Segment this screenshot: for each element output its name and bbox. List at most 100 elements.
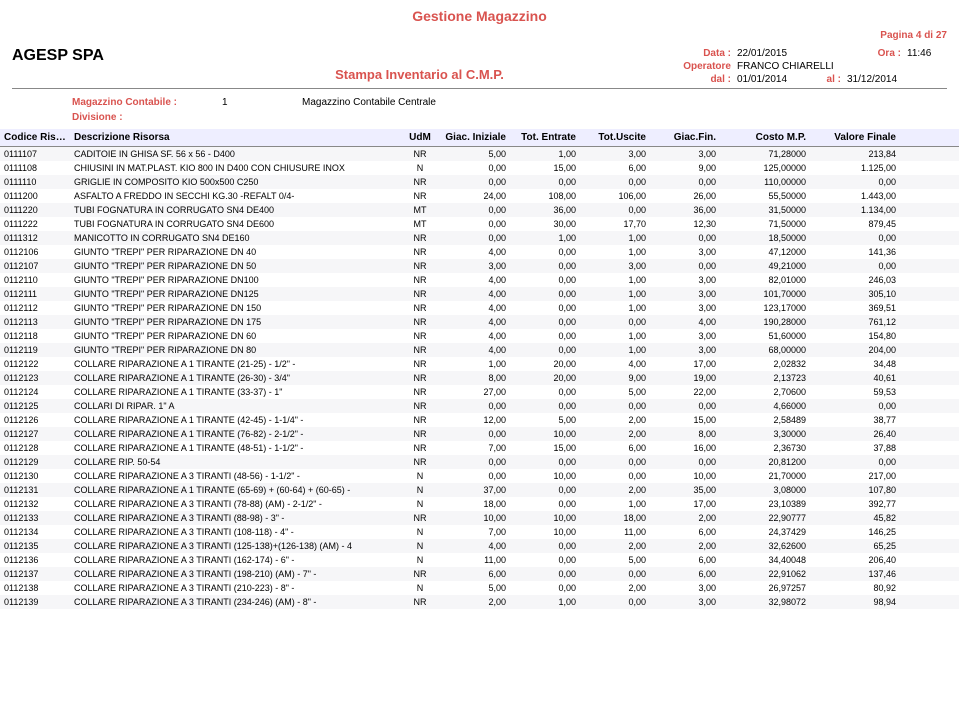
date-value: 22/01/2015	[737, 48, 857, 59]
cell-desc: GIUNTO "TREPI" PER RIPARAZIONE DN 60	[70, 331, 400, 341]
cell-usc: 0,00	[580, 401, 650, 411]
cell-ini: 0,00	[440, 429, 510, 439]
cell-desc: COLLARE RIPARAZIONE A 1 TIRANTE (48-51) …	[70, 443, 400, 453]
cell-ini: 4,00	[440, 275, 510, 285]
cell-ini: 4,00	[440, 541, 510, 551]
cell-ini: 12,00	[440, 415, 510, 425]
cell-desc: MANICOTTO IN CORRUGATO SN4 DE160	[70, 233, 400, 243]
cell-cost: 55,50000	[720, 191, 810, 201]
division-label: Divisione :	[72, 112, 222, 123]
cell-val: 0,00	[810, 457, 900, 467]
cell-desc: COLLARE RIPARAZIONE A 3 TIRANTI (48-56) …	[70, 471, 400, 481]
cell-ent: 0,00	[510, 485, 580, 495]
cell-ent: 0,00	[510, 541, 580, 551]
to-value: 31/12/2014	[847, 74, 947, 85]
cell-usc: 1,00	[580, 499, 650, 509]
cell-usc: 0,00	[580, 177, 650, 187]
cell-udm: NR	[400, 247, 440, 257]
cell-code: 0112125	[0, 401, 70, 411]
cell-code: 0111108	[0, 163, 70, 173]
cell-ent: 0,00	[510, 303, 580, 313]
division-line: Divisione :	[72, 110, 947, 125]
cell-ini: 5,00	[440, 583, 510, 593]
cell-val: 26,40	[810, 429, 900, 439]
cell-ini: 24,00	[440, 191, 510, 201]
cell-udm: NR	[400, 289, 440, 299]
operator-value: FRANCO CHIARELLI	[737, 61, 947, 72]
cell-ini: 4,00	[440, 331, 510, 341]
cell-ini: 10,00	[440, 513, 510, 523]
col-code: Codice Risorsa	[0, 132, 70, 143]
cell-fin: 0,00	[650, 261, 720, 271]
cell-val: 1.134,00	[810, 205, 900, 215]
cell-ent: 0,00	[510, 261, 580, 271]
cell-ent: 20,00	[510, 359, 580, 369]
cell-cost: 49,21000	[720, 261, 810, 271]
cell-fin: 36,00	[650, 205, 720, 215]
cell-usc: 0,00	[580, 597, 650, 607]
cell-udm: NR	[400, 331, 440, 341]
cell-code: 0112133	[0, 513, 70, 523]
cell-usc: 2,00	[580, 583, 650, 593]
cell-ini: 27,00	[440, 387, 510, 397]
cell-cost: 34,40048	[720, 555, 810, 565]
cell-code: 0111222	[0, 219, 70, 229]
cell-val: 137,46	[810, 569, 900, 579]
col-ent: Tot. Entrate	[510, 132, 580, 143]
cell-fin: 2,00	[650, 513, 720, 523]
cell-code: 0112126	[0, 415, 70, 425]
cell-cost: 2,58489	[720, 415, 810, 425]
cell-ent: 0,00	[510, 555, 580, 565]
cell-ini: 0,00	[440, 457, 510, 467]
cell-ent: 0,00	[510, 331, 580, 341]
warehouse-label: Magazzino Contabile :	[72, 97, 222, 108]
cell-udm: MT	[400, 205, 440, 215]
cell-val: 38,77	[810, 415, 900, 425]
cell-ini: 4,00	[440, 303, 510, 313]
cell-cost: 3,30000	[720, 429, 810, 439]
table-row: 0112119GIUNTO "TREPI" PER RIPARAZIONE DN…	[0, 343, 959, 357]
header-divider	[12, 88, 947, 89]
cell-cost: 21,70000	[720, 471, 810, 481]
cell-val: 305,10	[810, 289, 900, 299]
cell-ini: 4,00	[440, 247, 510, 257]
cell-udm: N	[400, 485, 440, 495]
cell-desc: GIUNTO "TREPI" PER RIPARAZIONE DN 50	[70, 261, 400, 271]
cell-ent: 108,00	[510, 191, 580, 201]
cell-cost: 32,62600	[720, 541, 810, 551]
cell-cost: 125,00000	[720, 163, 810, 173]
cell-udm: NR	[400, 387, 440, 397]
cell-ent: 10,00	[510, 471, 580, 481]
cell-desc: GIUNTO "TREPI" PER RIPARAZIONE DN125	[70, 289, 400, 299]
table-row: 0112118GIUNTO "TREPI" PER RIPARAZIONE DN…	[0, 329, 959, 343]
cell-ent: 5,00	[510, 415, 580, 425]
cell-usc: 1,00	[580, 331, 650, 341]
cell-cost: 71,50000	[720, 219, 810, 229]
cell-udm: NR	[400, 275, 440, 285]
header-info: Data : 22/01/2015 Ora : 11:46 Operatore …	[627, 47, 947, 86]
table-row: 0111220TUBI FOGNATURA IN CORRUGATO SN4 D…	[0, 203, 959, 217]
cell-ini: 0,00	[440, 163, 510, 173]
cell-ini: 5,00	[440, 149, 510, 159]
cell-code: 0112113	[0, 317, 70, 327]
cell-code: 0112137	[0, 569, 70, 579]
cell-cost: 4,66000	[720, 401, 810, 411]
cell-desc: COLLARE RIP. 50-54	[70, 457, 400, 467]
cell-udm: NR	[400, 303, 440, 313]
cell-usc: 6,00	[580, 163, 650, 173]
cell-code: 0112119	[0, 345, 70, 355]
cell-ini: 0,00	[440, 219, 510, 229]
cell-udm: N	[400, 541, 440, 551]
cell-fin: 3,00	[650, 149, 720, 159]
table-row: 0111110GRIGLIE IN COMPOSITO KIO 500x500 …	[0, 175, 959, 189]
cell-val: 0,00	[810, 177, 900, 187]
cell-val: 98,94	[810, 597, 900, 607]
cell-desc: GRIGLIE IN COMPOSITO KIO 500x500 C250	[70, 177, 400, 187]
cell-ent: 0,00	[510, 499, 580, 509]
cell-fin: 6,00	[650, 527, 720, 537]
cell-ent: 0,00	[510, 387, 580, 397]
cell-code: 0112129	[0, 457, 70, 467]
cell-cost: 24,37429	[720, 527, 810, 537]
cell-code: 0111312	[0, 233, 70, 243]
cell-val: 146,25	[810, 527, 900, 537]
